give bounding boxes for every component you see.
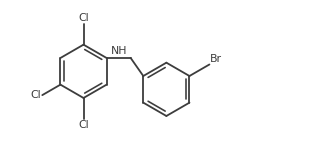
Text: Br: Br	[210, 53, 222, 64]
Text: Cl: Cl	[78, 120, 89, 130]
Text: Cl: Cl	[31, 90, 41, 100]
Text: NH: NH	[111, 46, 128, 56]
Text: Cl: Cl	[78, 13, 89, 23]
